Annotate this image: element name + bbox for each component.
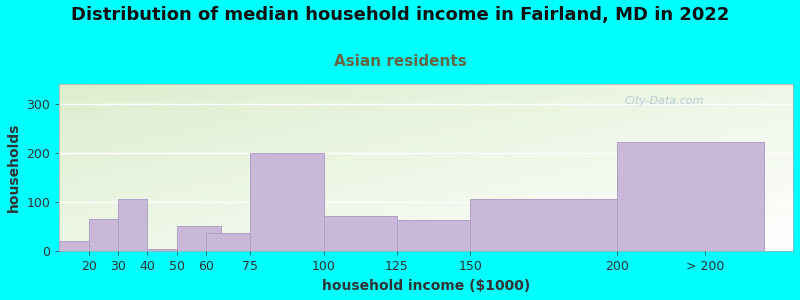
- Bar: [177, 226, 221, 251]
- Bar: [250, 153, 323, 251]
- Bar: [397, 220, 544, 251]
- Bar: [323, 216, 397, 251]
- Bar: [118, 199, 147, 251]
- Bar: [617, 142, 764, 251]
- Bar: [147, 249, 177, 251]
- X-axis label: household income ($1000): household income ($1000): [322, 279, 530, 293]
- Bar: [89, 220, 118, 251]
- Text: Distribution of median household income in Fairland, MD in 2022: Distribution of median household income …: [71, 6, 729, 24]
- Bar: [470, 199, 617, 251]
- Text: City-Data.com: City-Data.com: [624, 96, 704, 106]
- Text: Asian residents: Asian residents: [334, 54, 466, 69]
- Bar: [206, 233, 279, 251]
- Y-axis label: households: households: [7, 123, 21, 212]
- Bar: [59, 241, 89, 251]
